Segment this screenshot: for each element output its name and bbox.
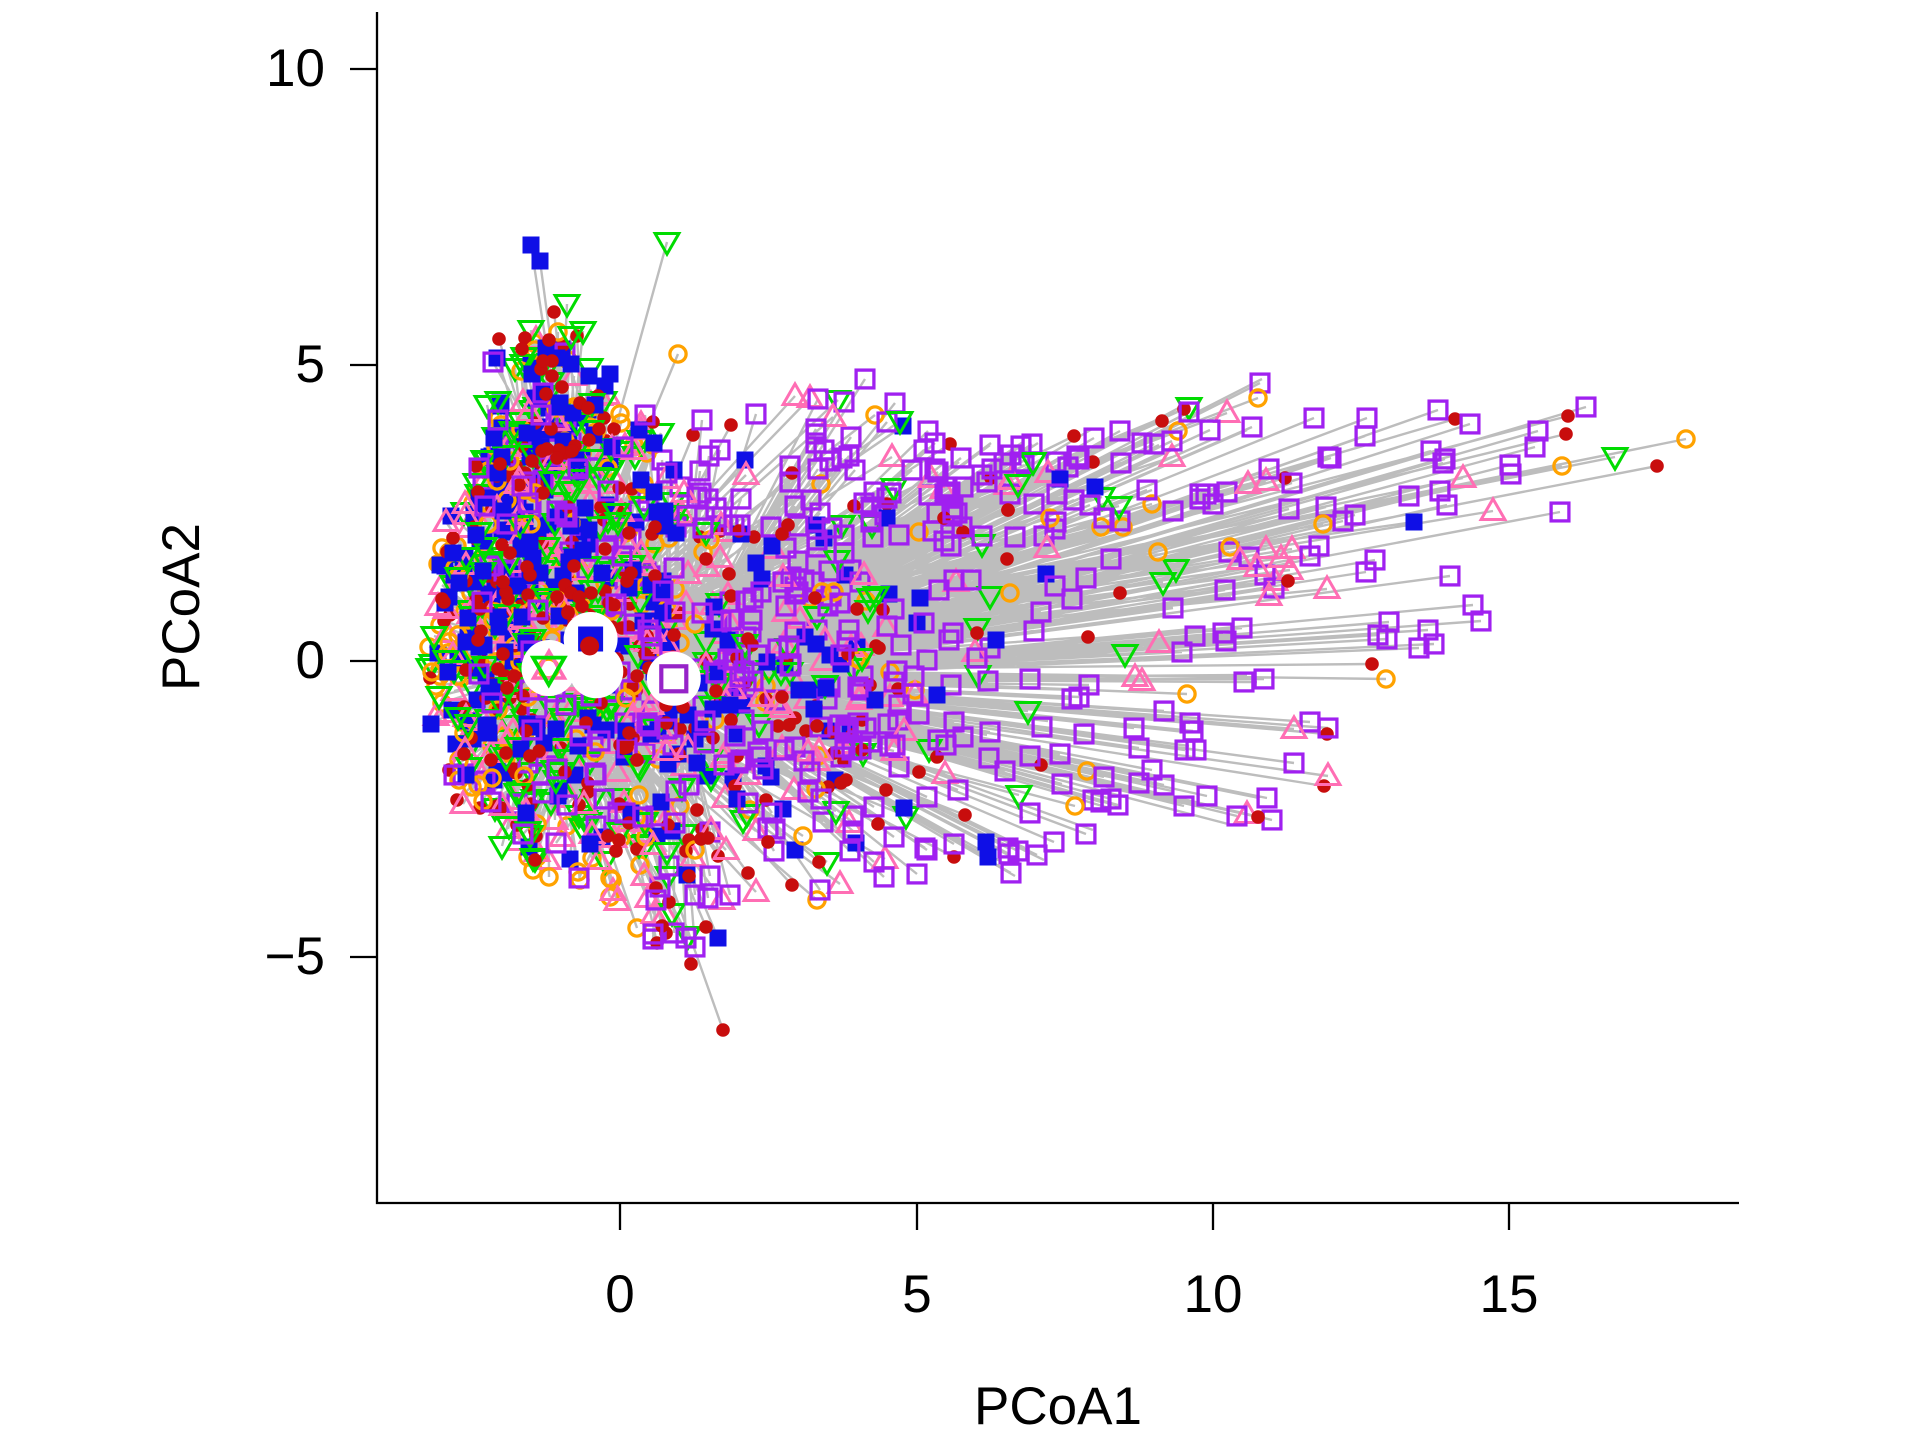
svg-text:0: 0	[296, 631, 325, 690]
svg-text:0: 0	[605, 1265, 634, 1324]
svg-text:PCoA1: PCoA1	[974, 1377, 1142, 1436]
svg-text:15: 15	[1480, 1265, 1539, 1324]
svg-text:10: 10	[266, 39, 325, 98]
svg-text:5: 5	[296, 335, 325, 394]
svg-text:PCoA2: PCoA2	[152, 523, 211, 691]
svg-text:−5: −5	[265, 927, 325, 986]
svg-text:10: 10	[1184, 1265, 1243, 1324]
svg-text:5: 5	[902, 1265, 931, 1324]
